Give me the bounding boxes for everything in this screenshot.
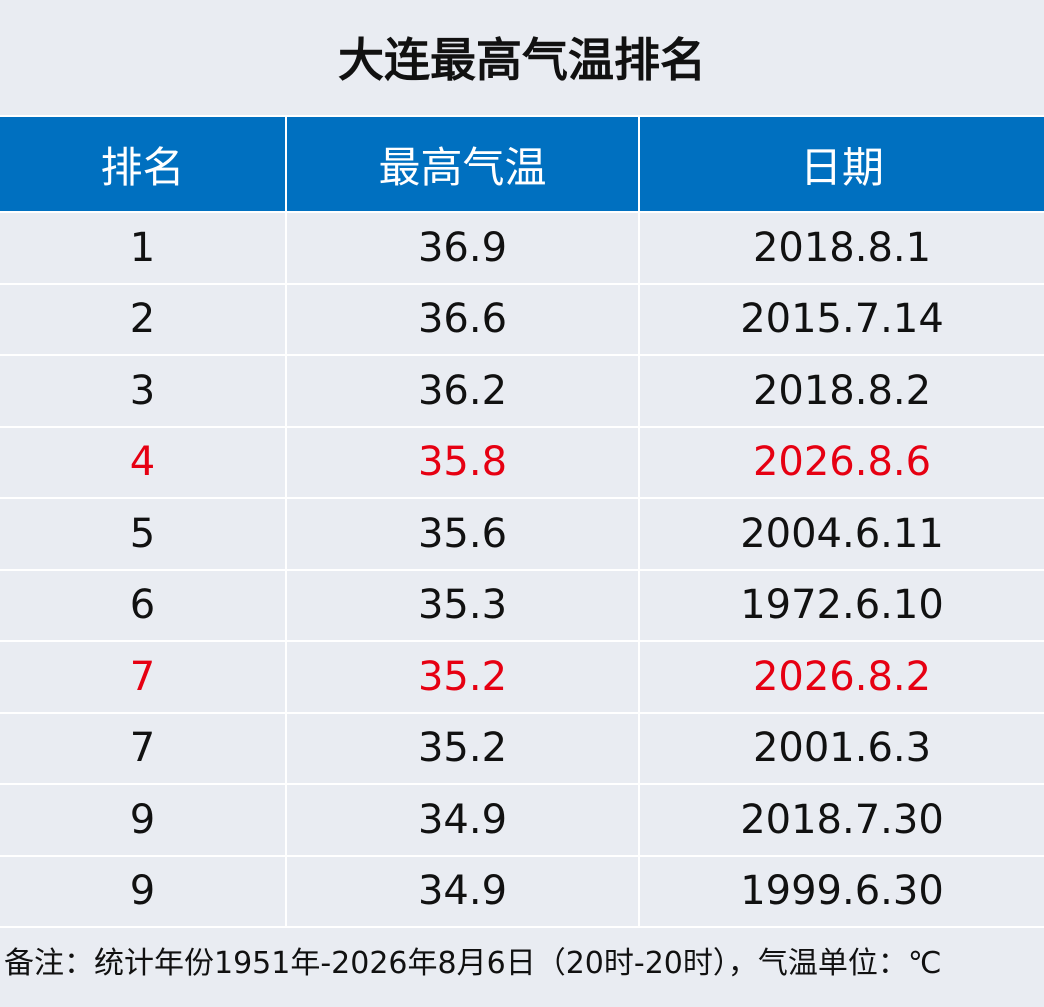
table-cell: 2 [0, 282, 287, 356]
table-cell: 4 [0, 425, 287, 499]
table-cell: 3 [0, 354, 287, 428]
table-row: 4 35.8 2026.8.6 [0, 425, 1044, 499]
ranking-table: 排名 最高气温 日期 1 36.9 2018.8.1 2 36.6 2015.7.14 3 36.… [0, 115, 1044, 928]
table-cell: 2001.6.3 [638, 711, 1044, 785]
table-cell: 2018.8.2 [638, 354, 1044, 428]
table-cell: 35.8 [285, 425, 640, 499]
table-cell: 2015.7.14 [638, 282, 1044, 356]
table-row: 6 35.3 1972.6.10 [0, 568, 1044, 642]
table-cell: 34.9 [285, 783, 640, 857]
table-row: 7 35.2 2001.6.3 [0, 711, 1044, 785]
table-cell: 2026.8.2 [638, 640, 1044, 714]
table-cell: 1972.6.10 [638, 568, 1044, 642]
table-cell: 6 [0, 568, 287, 642]
table-cell: 7 [0, 711, 287, 785]
table-cell: 2026.8.6 [638, 425, 1044, 499]
table-row: 5 35.6 2004.6.11 [0, 497, 1044, 571]
header-cell: 排名 [0, 115, 287, 213]
table-cell: 7 [0, 640, 287, 714]
table-row: 9 34.9 1999.6.30 [0, 854, 1044, 928]
table-cell: 2004.6.11 [638, 497, 1044, 571]
table-cell: 36.6 [285, 282, 640, 356]
table-cell: 35.2 [285, 640, 640, 714]
table-cell: 2018.7.30 [638, 783, 1044, 857]
table-cell: 36.9 [285, 211, 640, 285]
table-cell: 35.6 [285, 497, 640, 571]
table-cell: 1 [0, 211, 287, 285]
table-cell: 9 [0, 854, 287, 928]
table-row: 2 36.6 2015.7.14 [0, 282, 1044, 356]
table-cell: 35.2 [285, 711, 640, 785]
note: 备注：统计年份1951年-2026年8月6日（20时-20时），气温单位：℃ [4, 946, 942, 981]
header-cell: 日期 [638, 115, 1044, 213]
table-title: 大连最高气温排名 [0, 0, 1044, 115]
table-row: 9 34.9 2018.7.30 [0, 783, 1044, 857]
header-cell: 最高气温 [285, 115, 640, 213]
table-cell: 36.2 [285, 354, 640, 428]
table-cell: 2018.8.1 [638, 211, 1044, 285]
table-cell: 35.3 [285, 568, 640, 642]
table-cell: 34.9 [285, 854, 640, 928]
table-cell: 5 [0, 497, 287, 571]
header-row: 排名 最高气温 日期 [0, 115, 1044, 213]
table-cell: 9 [0, 783, 287, 857]
table-row: 1 36.9 2018.8.1 [0, 211, 1044, 285]
table-cell: 1999.6.30 [638, 854, 1044, 928]
table-row: 3 36.2 2018.8.2 [0, 354, 1044, 428]
table-row: 7 35.2 2026.8.2 [0, 640, 1044, 714]
